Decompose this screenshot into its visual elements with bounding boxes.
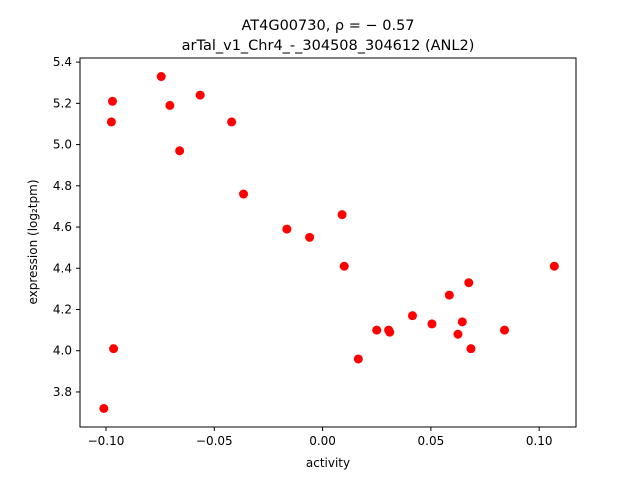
data-point xyxy=(549,261,559,271)
y-tick-label: 3.8 xyxy=(53,385,72,399)
data-point xyxy=(305,232,315,242)
data-point xyxy=(444,290,454,300)
y-tick-label: 4.4 xyxy=(53,261,72,275)
plot-frame xyxy=(79,57,577,428)
chart-title-line1: AT4G00730, ρ = − 0.57 xyxy=(241,18,414,34)
ticks-layer: −0.10 −0.05 0.00 0.05 0.10 3.8 4.0 4.2 4.4 4.6 4.8… xyxy=(53,55,553,448)
x-tick-label: −0.10 xyxy=(88,434,125,448)
y-tick-label: 4.8 xyxy=(53,179,72,193)
x-tick-label: 0.00 xyxy=(309,434,336,448)
x-tick-label: −0.05 xyxy=(196,434,233,448)
y-tick-label: 4.2 xyxy=(53,302,72,316)
y-axis-label: expression (log₂tpm) xyxy=(26,179,40,304)
data-point xyxy=(466,344,476,354)
y-tick-label: 4.6 xyxy=(53,220,72,234)
data-point xyxy=(195,90,205,100)
data-point xyxy=(337,210,347,220)
data-point xyxy=(282,224,292,234)
data-point xyxy=(427,319,437,329)
data-point xyxy=(339,261,349,271)
data-point xyxy=(99,403,109,413)
data-point xyxy=(109,344,119,354)
y-tick-label: 5.4 xyxy=(53,55,72,69)
data-point xyxy=(385,327,395,337)
y-tick-label: 5.2 xyxy=(53,96,72,110)
data-point xyxy=(453,329,463,339)
data-point xyxy=(175,146,185,156)
data-point xyxy=(500,325,510,335)
x-tick-label: 0.05 xyxy=(418,434,445,448)
y-tick-label: 4.0 xyxy=(53,344,72,358)
data-point xyxy=(407,311,417,321)
data-point xyxy=(227,117,237,127)
data-point xyxy=(239,189,249,199)
data-point xyxy=(464,278,474,288)
x-tick-label: 0.10 xyxy=(526,434,553,448)
data-point xyxy=(156,72,166,82)
data-point xyxy=(457,317,467,327)
data-point xyxy=(372,325,382,335)
data-point xyxy=(353,354,363,364)
points-layer xyxy=(99,72,559,413)
chart-title-line2: arTal_v1_Chr4_-_304508_304612 (ANL2) xyxy=(182,38,475,54)
y-tick-label: 5.0 xyxy=(53,138,72,152)
data-point xyxy=(106,117,116,127)
data-point xyxy=(107,96,117,106)
x-axis-label: activity xyxy=(306,456,350,470)
data-point xyxy=(165,100,175,110)
